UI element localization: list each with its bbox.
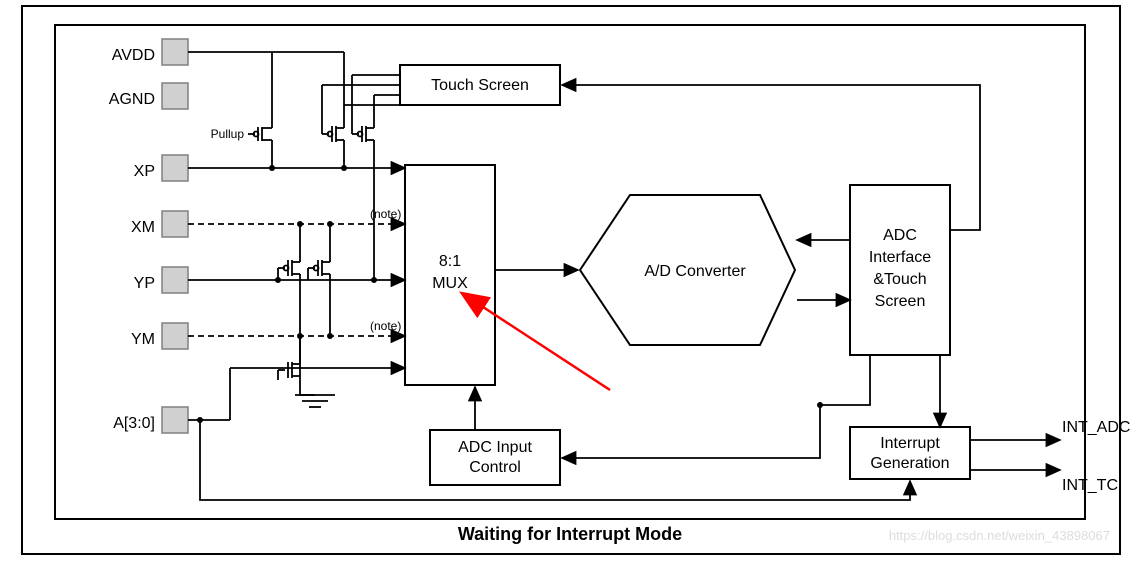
ground-symbol — [295, 395, 335, 407]
block-diagram: AVDD AGND XP XM YP YM A[3:0] Touch Scree… — [0, 0, 1141, 562]
port-box-xp — [162, 155, 188, 181]
wire-iface-adcinput — [562, 355, 870, 458]
red-annotation-arrow — [480, 305, 610, 390]
port-box-xm — [162, 211, 188, 237]
mid-transistors — [278, 224, 330, 395]
note-label-1: (note) — [370, 207, 401, 221]
label-iface-1: ADC — [883, 227, 917, 244]
label-int-adc: INT_ADC — [1062, 419, 1130, 436]
label-adc-conv: A/D Converter — [644, 263, 746, 280]
note-label-2: (note) — [370, 319, 401, 333]
label-xm: XM — [131, 219, 155, 236]
port-box-avdd — [162, 39, 188, 65]
label-touch-screen: Touch Screen — [431, 77, 529, 94]
label-agnd: AGND — [109, 91, 155, 108]
diagram-title: Waiting for Interrupt Mode — [458, 524, 682, 544]
label-iface-4: Screen — [875, 293, 926, 310]
ym-transistor — [278, 336, 300, 378]
label-avdd: AVDD — [112, 47, 155, 64]
label-adc-input-2: Control — [469, 459, 521, 476]
watermark-text: https://blog.csdn.net/weixin_43898067 — [889, 528, 1110, 543]
port-group: AVDD AGND XP XM YP YM A[3:0] — [109, 39, 188, 433]
label-ym: YM — [131, 331, 155, 348]
block-adc-interface — [850, 185, 950, 355]
label-pullup: Pullup — [211, 127, 245, 141]
port-box-agnd — [162, 83, 188, 109]
label-xp: XP — [134, 163, 155, 180]
port-box-yp — [162, 267, 188, 293]
label-intgen-2: Generation — [870, 455, 949, 472]
label-a30: A[3:0] — [113, 415, 155, 432]
label-mux-1: 8:1 — [439, 253, 461, 270]
label-adc-input-1: ADC Input — [458, 439, 532, 456]
label-yp: YP — [134, 275, 155, 292]
port-box-a30 — [162, 407, 188, 433]
label-intgen-1: Interrupt — [880, 435, 940, 452]
label-int-tc: INT_TC — [1062, 477, 1118, 494]
label-iface-2: Interface — [869, 249, 931, 266]
port-box-ym — [162, 323, 188, 349]
pullup-transistor — [248, 52, 272, 168]
label-iface-3: &Touch — [873, 271, 926, 288]
label-mux-2: MUX — [432, 275, 468, 292]
